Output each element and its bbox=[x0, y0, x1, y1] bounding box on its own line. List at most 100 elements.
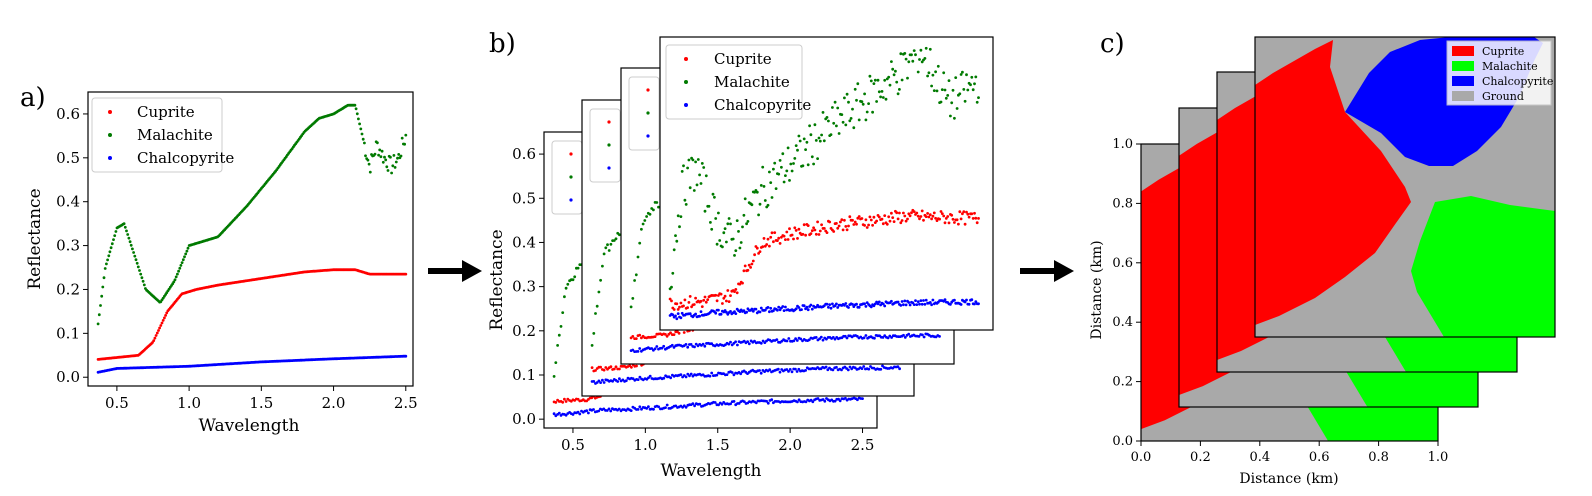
data-point bbox=[618, 367, 621, 371]
data-point bbox=[717, 403, 720, 407]
data-point bbox=[891, 216, 895, 220]
data-point bbox=[722, 296, 726, 300]
data-point bbox=[892, 73, 896, 77]
data-point bbox=[758, 369, 761, 372]
data-point bbox=[714, 311, 718, 315]
data-point bbox=[679, 373, 683, 376]
data-point bbox=[749, 266, 752, 269]
data-point bbox=[723, 294, 727, 298]
legend-label-malachite: Malachite bbox=[714, 73, 790, 91]
data-point bbox=[725, 299, 728, 303]
data-point bbox=[924, 46, 928, 50]
data-point bbox=[762, 185, 766, 188]
data-point bbox=[647, 405, 650, 409]
data-point bbox=[735, 219, 739, 223]
data-point bbox=[741, 281, 744, 285]
data-point bbox=[885, 222, 889, 226]
data-point bbox=[713, 401, 717, 404]
data-point bbox=[848, 215, 852, 219]
data-point bbox=[645, 215, 648, 218]
data-point bbox=[849, 117, 853, 120]
data-point bbox=[742, 213, 746, 217]
data-point bbox=[762, 237, 766, 240]
data-point bbox=[363, 141, 366, 145]
data-point bbox=[139, 272, 143, 276]
data-point bbox=[804, 148, 807, 152]
data-point bbox=[631, 377, 635, 380]
data-point bbox=[810, 229, 814, 233]
data-point bbox=[784, 305, 787, 309]
y-tick-label: 1.0 bbox=[1112, 137, 1133, 152]
data-point bbox=[906, 217, 909, 221]
data-point bbox=[806, 308, 810, 312]
data-point bbox=[887, 215, 891, 219]
series-chalcopyrite bbox=[629, 332, 941, 353]
data-point bbox=[751, 259, 755, 263]
data-point bbox=[679, 215, 683, 219]
data-point bbox=[881, 222, 885, 226]
legend-marker-malachite bbox=[684, 80, 688, 84]
data-point bbox=[843, 334, 847, 338]
data-point bbox=[797, 367, 801, 371]
data-point bbox=[751, 309, 755, 313]
data-point bbox=[918, 302, 921, 306]
x-tick-label: 2.5 bbox=[851, 436, 875, 454]
data-point bbox=[368, 170, 372, 174]
data-point bbox=[688, 295, 692, 298]
data-point bbox=[732, 400, 736, 403]
data-point bbox=[873, 336, 876, 340]
data-point bbox=[693, 404, 696, 408]
data-point bbox=[612, 367, 616, 371]
data-point bbox=[592, 332, 596, 335]
data-point bbox=[880, 217, 884, 221]
data-point bbox=[687, 301, 691, 304]
data-point bbox=[872, 82, 876, 85]
data-point bbox=[607, 249, 611, 252]
series-chalcopyrite bbox=[552, 396, 864, 418]
data-point bbox=[576, 410, 580, 414]
data-point bbox=[759, 371, 763, 375]
data-point bbox=[766, 401, 770, 405]
data-point bbox=[894, 69, 897, 73]
data-point bbox=[394, 160, 398, 164]
data-point bbox=[664, 406, 667, 409]
data-point bbox=[665, 403, 669, 407]
data-point bbox=[946, 94, 950, 97]
data-point bbox=[726, 222, 730, 226]
data-point bbox=[614, 365, 618, 369]
data-point bbox=[729, 222, 732, 226]
data-point bbox=[110, 242, 114, 246]
data-point bbox=[563, 397, 566, 401]
data-point bbox=[861, 397, 864, 400]
data-point bbox=[683, 298, 687, 302]
data-point bbox=[782, 309, 786, 312]
data-point bbox=[793, 157, 797, 160]
data-point bbox=[652, 407, 655, 411]
data-point bbox=[711, 192, 715, 196]
data-point bbox=[680, 311, 684, 315]
data-point bbox=[717, 211, 720, 215]
data-point bbox=[875, 100, 878, 103]
data-point bbox=[634, 273, 638, 277]
data-point bbox=[898, 88, 901, 91]
data-point bbox=[766, 203, 770, 207]
data-point bbox=[794, 307, 798, 311]
data-point bbox=[908, 303, 912, 307]
data-point bbox=[785, 368, 789, 371]
data-point bbox=[899, 304, 903, 307]
data-point bbox=[702, 166, 706, 169]
data-point bbox=[366, 158, 370, 162]
data-point bbox=[880, 90, 884, 93]
data-point bbox=[787, 370, 790, 373]
data-point bbox=[746, 340, 749, 343]
data-point bbox=[928, 47, 932, 51]
data-point bbox=[807, 338, 811, 342]
data-point bbox=[934, 70, 937, 74]
data-point bbox=[965, 298, 968, 302]
data-point bbox=[126, 233, 130, 236]
data-point bbox=[911, 59, 915, 63]
data-point bbox=[759, 341, 763, 345]
data-point bbox=[844, 302, 848, 305]
data-point bbox=[896, 217, 900, 221]
data-point bbox=[833, 399, 837, 403]
